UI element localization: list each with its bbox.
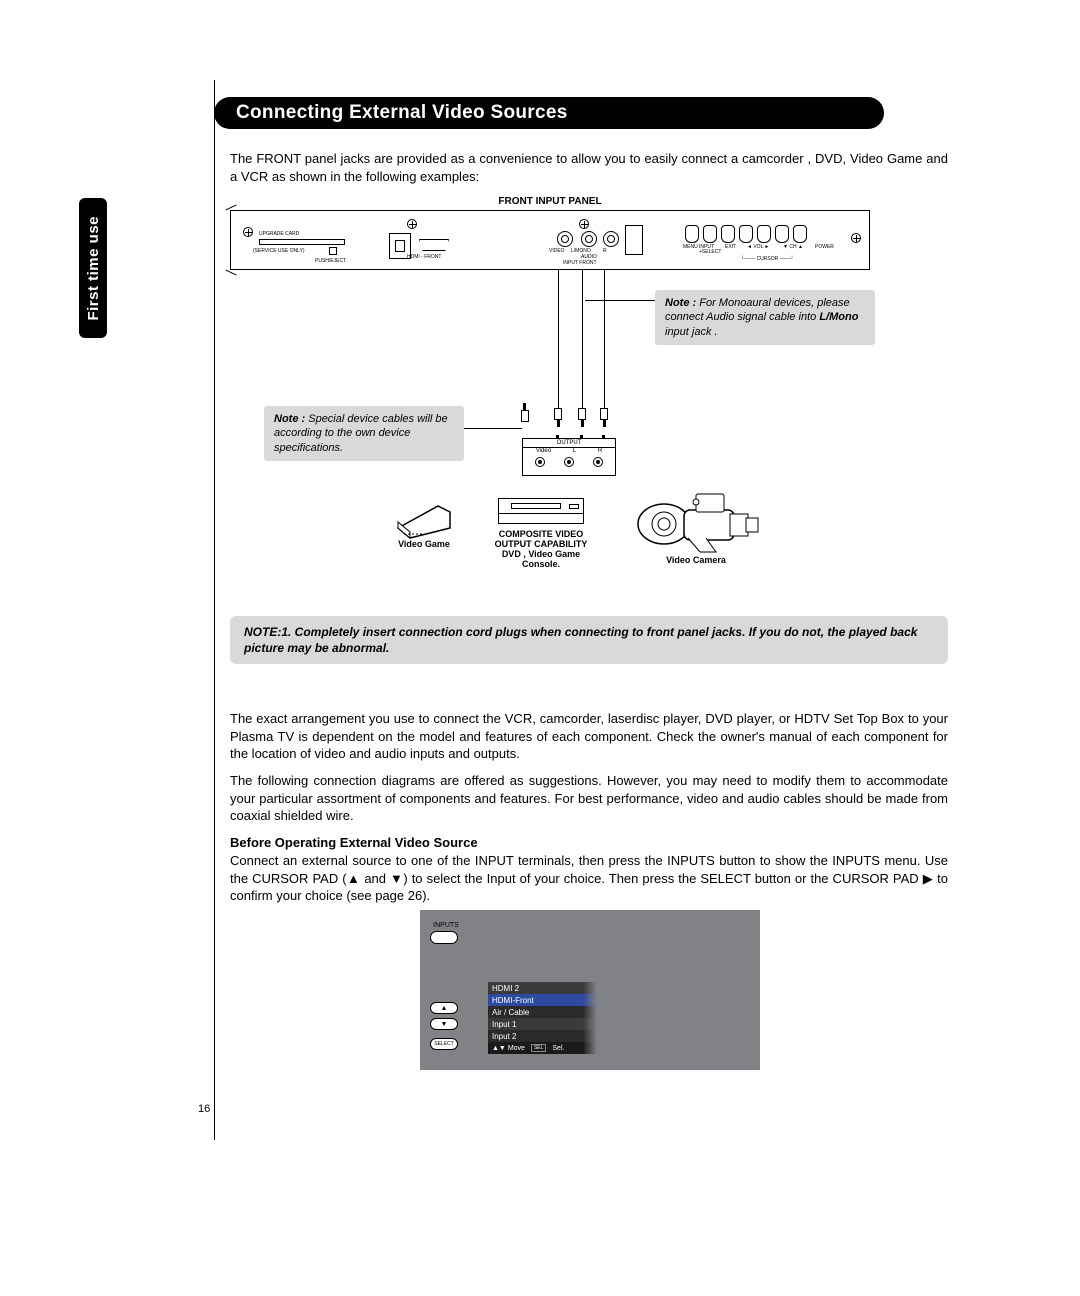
- output-box: OUTPUT Video L R: [522, 438, 616, 476]
- cable-audio-r: [604, 270, 605, 410]
- video-camera-icon: [626, 480, 766, 560]
- menu-item: HDMI 2: [488, 982, 583, 994]
- input-select-label: INPUT +SELECT: [699, 245, 723, 255]
- section-title-bar: Connecting External Video Sources: [214, 97, 884, 129]
- note-mono-box: Note : For Monoaural devices, please con…: [655, 290, 875, 345]
- up-remote-button: ▲: [430, 1002, 458, 1014]
- video-jack: [557, 231, 573, 247]
- ch-label: CH: [789, 244, 796, 250]
- plug-icon: [577, 408, 587, 430]
- r-label: R: [603, 249, 607, 254]
- cursor-label: CURSOR: [757, 256, 779, 262]
- page-number: 16: [198, 1103, 210, 1115]
- screw-icon: [579, 219, 589, 229]
- paragraph-2: The exact arrangement you use to connect…: [230, 710, 948, 763]
- menu-item: Input 2: [488, 1030, 583, 1042]
- output-jack-r: [593, 457, 603, 467]
- menu-item: Air / Cable: [488, 1006, 583, 1018]
- menu-hint: ▲▼ Move SELSel.: [488, 1042, 583, 1054]
- note1-box: NOTE:1. Completely insert connection cor…: [230, 616, 948, 664]
- screw-icon: [407, 219, 417, 229]
- eject-button: [329, 247, 337, 255]
- leader-line: [585, 300, 655, 301]
- ch-down-button: [775, 225, 789, 243]
- exit-button: [721, 225, 735, 243]
- vol-down-button: [739, 225, 753, 243]
- menu-button: [685, 225, 699, 243]
- hdmi-port: [419, 239, 449, 251]
- output-l-label: L: [573, 448, 576, 454]
- note-mono-bold: L/Mono: [819, 311, 858, 323]
- inputs-remote-button: INPUTS: [430, 922, 462, 946]
- video-game-label: Video Game: [394, 540, 454, 550]
- osd-screenshot: INPUTS ▲ ▼ SELECT HDMI 2 HDMI-Front Air …: [420, 910, 760, 1070]
- input-select-button: [703, 225, 717, 243]
- inputs-button-label: INPUTS: [430, 922, 462, 929]
- paragraph-3: The following connection diagrams are of…: [230, 772, 948, 825]
- push-eject-label: PUSH/EJECT: [315, 259, 346, 264]
- screw-icon: [851, 233, 861, 243]
- vertical-rule: [214, 80, 215, 1140]
- ch-up-button: [793, 225, 807, 243]
- video-game-icon: [394, 498, 454, 542]
- power-label: POWER: [815, 245, 834, 250]
- hdmi-front-label: HDMI - FRONT: [407, 255, 441, 260]
- select-remote-button: SELECT: [430, 1038, 458, 1050]
- note1-text: NOTE:1. Completely insert connection cor…: [244, 625, 917, 655]
- audio-r-jack: [603, 231, 619, 247]
- plug-icon: [553, 408, 563, 430]
- front-panel-diagram: UPGRADE CARD (SERVICE USE ONLY) PUSH/EJE…: [230, 210, 870, 270]
- output-r-label: R: [598, 448, 602, 454]
- upgrade-card-label: UPGRADE CARD: [259, 232, 299, 237]
- video-camera-label: Video Camera: [656, 556, 736, 566]
- screw-icon: [243, 227, 253, 237]
- cable-audio-l: [582, 270, 583, 410]
- front-panel-label: FRONT INPUT PANEL: [230, 196, 870, 207]
- menu-label: MENU: [683, 245, 698, 250]
- menu-item-selected: HDMI-Front: [488, 994, 583, 1006]
- audio-l-jack: [581, 231, 597, 247]
- output-jack-l: [564, 457, 574, 467]
- output-header: OUTPUT: [523, 439, 615, 448]
- plug-icon: [599, 408, 609, 430]
- cable-video: [558, 270, 559, 410]
- note-mono-tail: input jack .: [665, 326, 718, 338]
- plug-icon: [520, 400, 530, 422]
- down-remote-button: ▼: [430, 1018, 458, 1030]
- output-jack-video: [535, 457, 545, 467]
- upgrade-card-slot: [259, 239, 345, 245]
- input-front-label: INPUT FRONT: [563, 261, 597, 266]
- section-title: Connecting External Video Sources: [236, 102, 568, 124]
- service-use-label: (SERVICE USE ONLY): [253, 249, 305, 254]
- output-video-label: Video: [536, 448, 551, 454]
- composite-label: COMPOSITE VIDEO OUTPUT CAPABILITY DVD , …: [490, 530, 592, 570]
- video-label: VIDEO: [549, 249, 565, 254]
- side-tab-label: First time use: [85, 216, 102, 321]
- vol-up-button: [757, 225, 771, 243]
- slot: [625, 225, 643, 255]
- paragraph-4: Connect an external source to one of the…: [230, 852, 948, 905]
- subhead: Before Operating External Video Source: [230, 835, 478, 850]
- vol-label: VOL: [753, 244, 763, 250]
- menu-item: Input 1: [488, 1018, 583, 1030]
- dvd-console-icon: [498, 498, 584, 528]
- leader-line: [464, 428, 522, 429]
- side-tab: First time use: [79, 198, 107, 338]
- intro-paragraph: The FRONT panel jacks are provided as a …: [230, 150, 948, 185]
- note-cables-box: Note : Special device cables will be acc…: [264, 406, 464, 461]
- exit-label: EXIT: [725, 245, 736, 250]
